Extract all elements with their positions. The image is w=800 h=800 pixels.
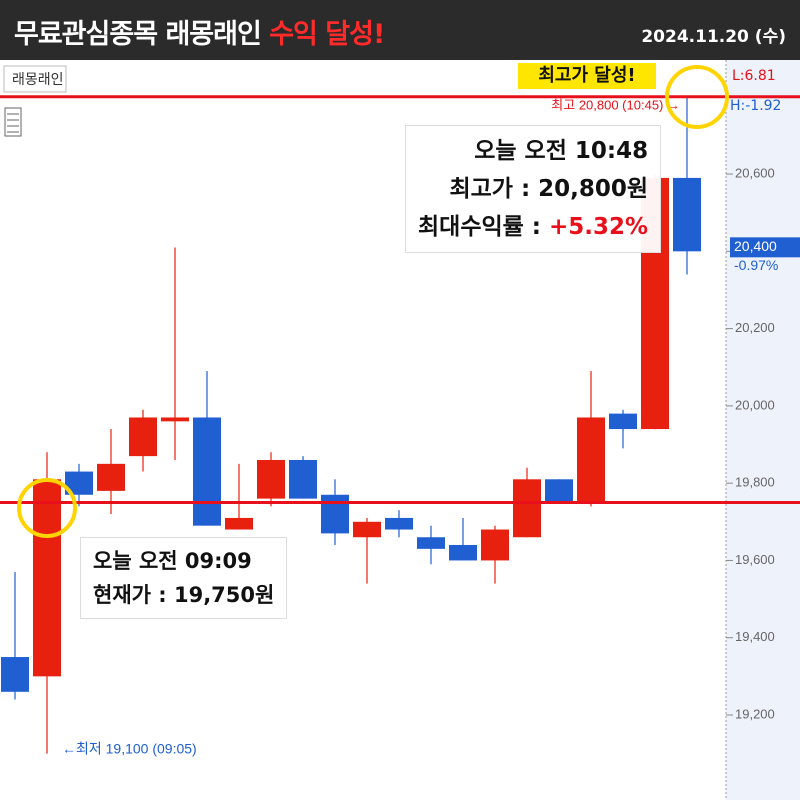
candle-body — [257, 459, 285, 499]
axis-note: H:-1.92 — [730, 98, 781, 114]
axis-note: L:6.81 — [732, 68, 776, 84]
y-tick-label: 19,400 — [735, 629, 775, 644]
candle-body — [673, 177, 701, 252]
candle-body — [545, 479, 573, 503]
header: 무료관심종목 래몽래인 수익 달성! 2024.11.20 (수) — [0, 0, 800, 60]
candle-body — [129, 417, 157, 457]
candle-body — [97, 463, 125, 491]
title: 무료관심종목 래몽래인 수익 달성! — [14, 12, 385, 51]
high-note: 최고 20,800 (10:45) → — [551, 97, 680, 112]
box-line: 최고가 : 20,800원 — [449, 176, 649, 202]
candle-body — [353, 521, 381, 538]
candle-body — [417, 537, 445, 549]
stock-name: 래몽래인 — [12, 72, 64, 88]
y-tick-label: 19,600 — [735, 552, 775, 567]
axis-bg — [726, 60, 800, 800]
candle-body — [289, 459, 317, 499]
candle-body — [193, 417, 221, 526]
box-value: +5.32% — [549, 214, 649, 240]
highlight-circle — [665, 65, 729, 129]
name-tag — [3, 65, 67, 93]
title-text: 무료관심종목 래몽래인 — [14, 19, 262, 50]
date: 2024.11.20 (수) — [641, 27, 786, 47]
high-box: 오늘 오전 10:48 최고가 : 20,800원 최대수익률 : +5.32% — [405, 125, 662, 253]
y-tick-label: 19,200 — [735, 706, 775, 721]
title-highlight: 수익 달성! — [269, 19, 385, 50]
box-line: 오늘 오전 10:48 — [474, 138, 649, 164]
price-tag — [730, 237, 800, 258]
y-tick-label: 20,600 — [735, 165, 775, 180]
y-tick-label: 20,200 — [735, 320, 775, 335]
candle-body — [65, 471, 93, 495]
badge: 최고가 달성! — [538, 65, 635, 86]
candle-body — [321, 494, 349, 534]
box-line: 현재가 : 19,750원 — [93, 583, 275, 607]
candle-body — [577, 417, 605, 503]
box-line: 최대수익률 : +5.32% — [418, 208, 648, 246]
candle-body — [33, 479, 61, 677]
candle-body — [1, 657, 29, 692]
low-note: ←최저 19,100 (09:05) — [62, 741, 197, 757]
y-tick-label: 20,000 — [735, 397, 775, 412]
candle-body — [385, 517, 413, 530]
grid-icon — [4, 107, 22, 137]
price-tag-label: 20,400 — [734, 238, 777, 254]
now-box: 오늘 오전 09:09 현재가 : 19,750원 — [80, 537, 288, 619]
badge-bg — [518, 63, 656, 89]
candle-body — [609, 413, 637, 430]
candle-body — [513, 479, 541, 538]
box-text: 최대수익률 : — [418, 214, 550, 240]
y-tick-label: 19,800 — [735, 475, 775, 490]
change-label: -0.97% — [734, 257, 778, 273]
candle-body — [449, 544, 477, 561]
box-line: 오늘 오전 09:09 — [93, 549, 252, 573]
highlight-circle — [17, 478, 77, 538]
candle-body — [481, 529, 509, 561]
candle-body — [225, 517, 253, 530]
candle-body — [161, 417, 189, 422]
